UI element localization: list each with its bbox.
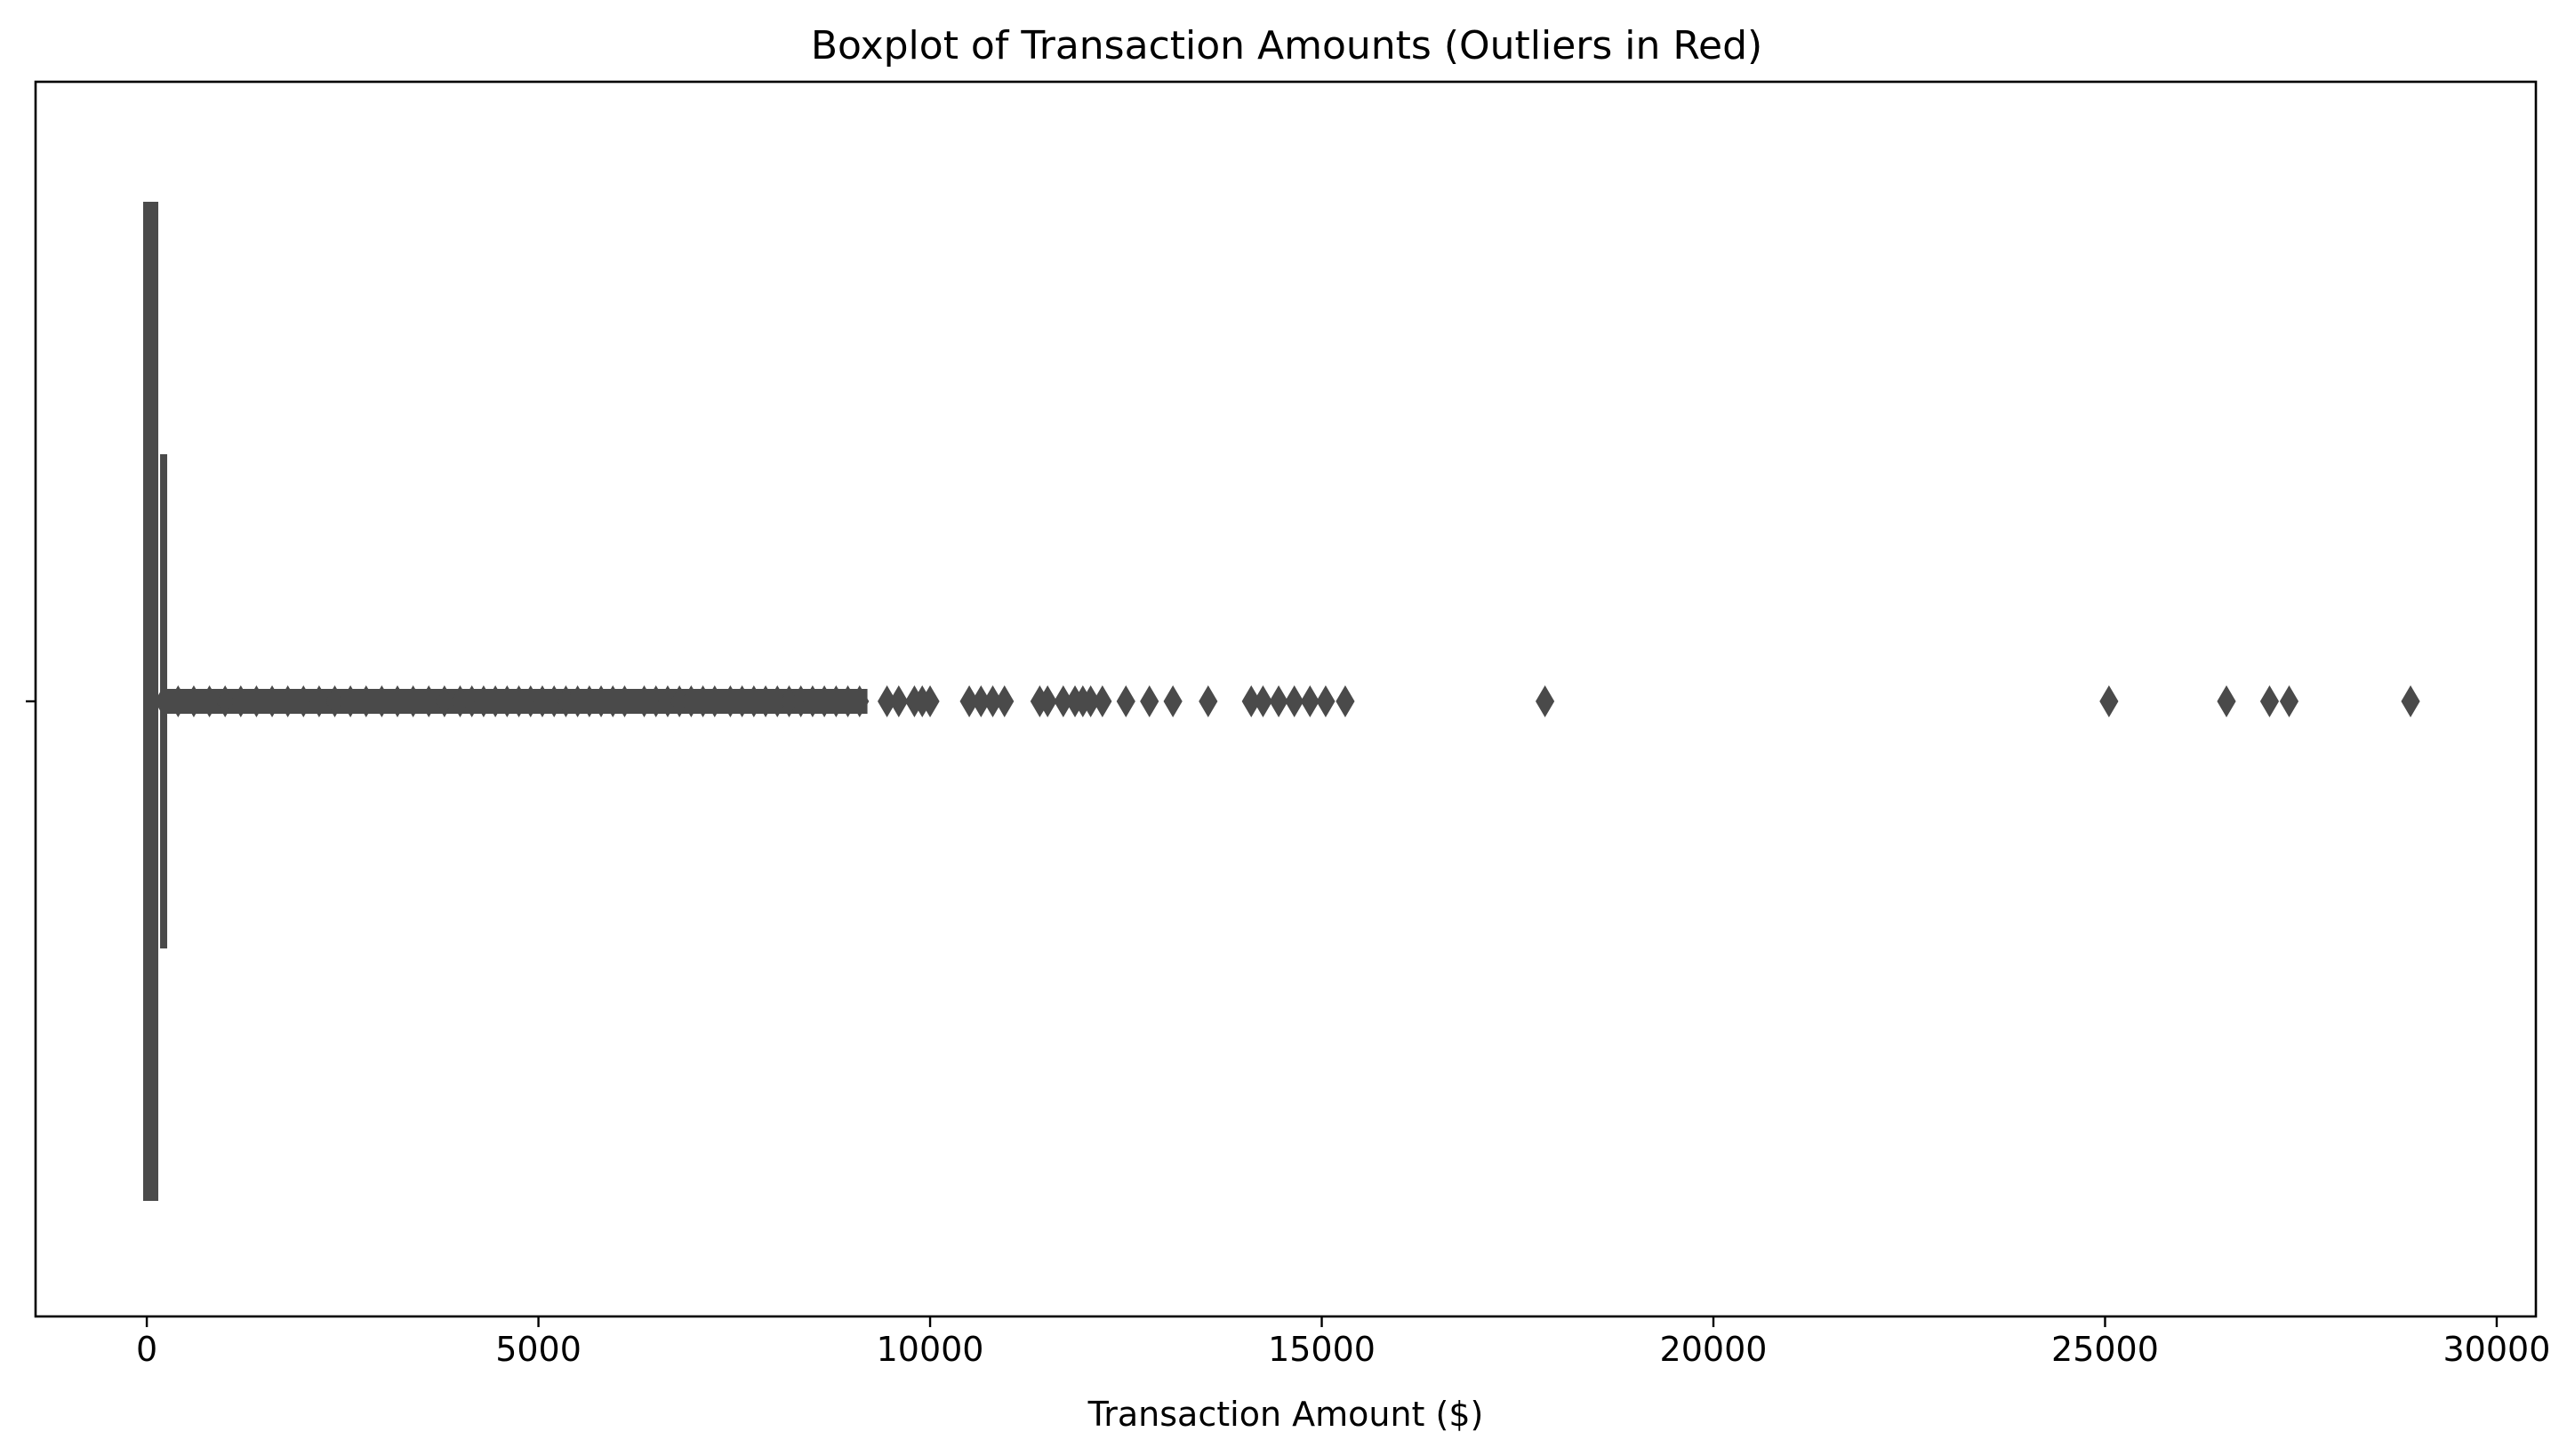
outlier-point [388, 685, 407, 717]
outlier-point [231, 685, 251, 717]
x-tick-label-15000: 15000 [1268, 1330, 1376, 1369]
outlier-point [419, 685, 438, 717]
outlier-point [889, 685, 909, 717]
outlier-point [920, 685, 940, 717]
outlier-point [850, 685, 870, 717]
outlier-point [262, 685, 282, 717]
outlier-point [1163, 685, 1183, 717]
outlier-point [372, 685, 391, 717]
outlier-group [154, 685, 2420, 717]
outlier-point [199, 685, 220, 717]
outlier-point [1536, 685, 1555, 717]
outlier-point [705, 685, 725, 717]
x-tick-label-5000: 5000 [495, 1330, 582, 1369]
outlier-point [215, 685, 235, 717]
outlier-point [995, 685, 1015, 717]
outlier-point [614, 685, 635, 717]
outlier-point [435, 685, 454, 717]
outlier-point [1093, 685, 1112, 717]
outlier-point [341, 685, 360, 717]
outlier-point [1140, 685, 1159, 717]
outlier-point [293, 685, 313, 717]
x-axis: 0 5000 10000 15000 20000 25000 30000 [136, 1316, 2550, 1369]
outlier-point [184, 685, 204, 717]
outlier-point [278, 685, 298, 717]
plot-area [142, 202, 2420, 1201]
outlier-point [1300, 685, 1320, 717]
outlier-point [1269, 685, 1288, 717]
outlier-point [2099, 685, 2119, 717]
outlier-point [1199, 685, 1218, 717]
x-axis-label: Transaction Amount ($) [1087, 1395, 1484, 1434]
outlier-point [168, 685, 188, 717]
x-tick-label-20000: 20000 [1660, 1330, 1768, 1369]
outlier-point [1253, 685, 1273, 717]
outlier-point [309, 685, 329, 717]
outlier-point [404, 685, 423, 717]
outlier-point [246, 685, 267, 717]
outlier-point [2279, 685, 2299, 717]
outlier-point [1038, 685, 1057, 717]
outlier-point [1285, 685, 1304, 717]
plot-frame [34, 80, 2538, 1318]
x-tick-label-10000: 10000 [877, 1330, 984, 1369]
outlier-point [325, 685, 345, 717]
outlier-point [1116, 685, 1135, 717]
x-tick-label-25000: 25000 [2051, 1330, 2159, 1369]
outlier-point [2401, 685, 2420, 717]
outlier-point [154, 685, 174, 717]
outlier-point [2217, 685, 2236, 717]
outlier-point [1336, 685, 1355, 717]
x-tick-label-30000: 30000 [2443, 1330, 2551, 1369]
outlier-point [2259, 685, 2280, 717]
outlier-point [1316, 685, 1336, 717]
chart-title: Boxplot of Transaction Amounts (Outliers… [811, 23, 1762, 68]
x-tick-label-0: 0 [136, 1330, 157, 1369]
outlier-point [357, 685, 376, 717]
